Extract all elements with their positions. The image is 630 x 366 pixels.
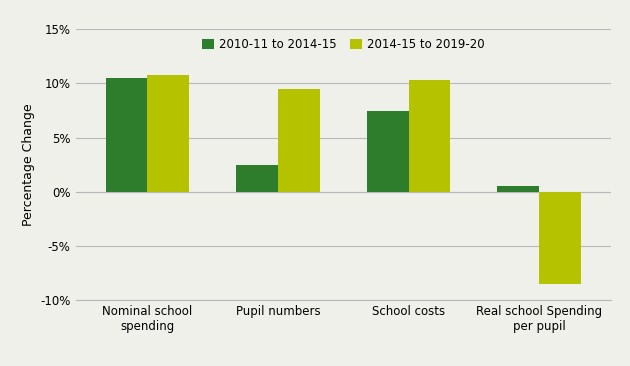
Bar	[367, 111, 409, 192]
Bar	[498, 186, 539, 192]
Bar	[278, 89, 320, 192]
Bar	[539, 192, 581, 284]
Y-axis label: Percentage Change: Percentage Change	[22, 103, 35, 226]
Bar	[106, 78, 147, 192]
Bar	[236, 165, 278, 192]
Bar	[147, 75, 189, 192]
Legend: 2010-11 to 2014-15, 2014-15 to 2019-20: 2010-11 to 2014-15, 2014-15 to 2019-20	[202, 38, 484, 51]
Bar	[409, 80, 450, 192]
